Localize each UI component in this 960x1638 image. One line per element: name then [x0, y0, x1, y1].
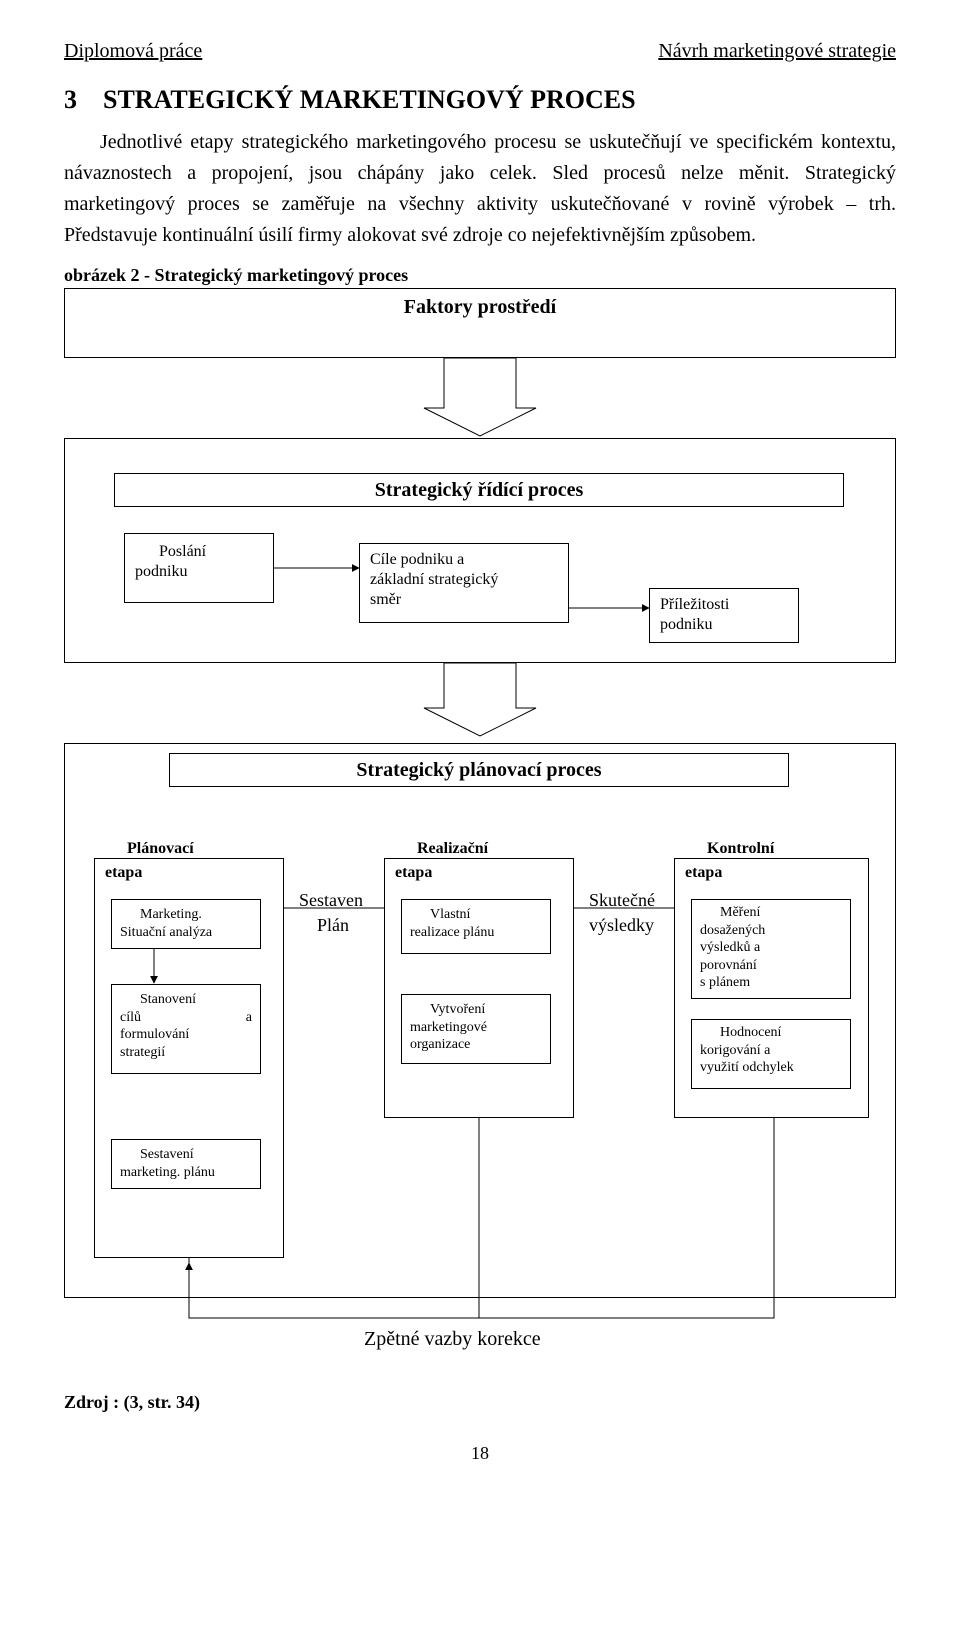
s2b2l1: Vytvoření: [410, 1001, 542, 1019]
stage2-b2: Vytvoření marketingové organizace: [401, 994, 551, 1064]
stage3-sub: etapa: [685, 863, 722, 883]
stage1-box: Plánovací etapa Marketing. Situační anal…: [94, 858, 284, 1258]
factors-label: Faktory prostředí: [65, 295, 895, 320]
midlabel-results: Skutečné výsledky: [589, 888, 655, 938]
factors-box: Faktory prostředí: [64, 288, 896, 358]
stage2-title: Realizační: [417, 839, 488, 859]
s2b1l1: Vlastní: [410, 906, 542, 924]
stage1-sub: etapa: [105, 863, 142, 883]
s3b2l3: využití odchylek: [700, 1059, 842, 1077]
s3b1l2: dosažených: [700, 922, 842, 940]
section-paragraph: Jednotlivé etapy strategického marketing…: [64, 127, 896, 251]
s3b2l1: Hodnocení: [700, 1024, 842, 1042]
feedback-label: Zpětné vazby korekce: [364, 1328, 541, 1351]
p1-box-goals: Cíle podniku a základní strategický směr: [359, 543, 569, 623]
p1-box-mission: Poslání podniku: [124, 533, 274, 603]
stage2-box: Realizační etapa Vlastní realizace plánu…: [384, 858, 574, 1118]
section-number: 3: [64, 85, 77, 114]
figure-caption: obrázek 2 - Strategický marketingový pro…: [64, 265, 896, 286]
s1b2l3: formulování: [120, 1026, 252, 1044]
p1-b1-l2: podniku: [135, 562, 263, 582]
stage2-b1: Vlastní realizace plánu: [401, 899, 551, 954]
section-heading: 3 STRATEGICKÝ MARKETINGOVÝ PROCES: [64, 85, 896, 115]
stage3-b2: Hodnocení korigování a využití odchylek: [691, 1019, 851, 1089]
s3b1l5: s plánem: [700, 974, 842, 992]
s3b1l1: Měření: [700, 904, 842, 922]
midL2: Plán: [299, 913, 363, 938]
p1-b1-l1: Poslání: [135, 542, 263, 562]
s1b2l2: cílů: [120, 1009, 141, 1027]
s3b1l4: porovnání: [700, 957, 842, 975]
midlabel-plan: Sestaven Plán: [299, 888, 363, 938]
s1b2l4: strategií: [120, 1044, 252, 1062]
figure-source: Zdroj : (3, str. 34): [64, 1392, 896, 1413]
p1-b2-l2: základní strategický: [370, 570, 558, 590]
stage1-title: Plánovací: [127, 839, 194, 859]
p1-box-opportunities: Příležitosti podniku: [649, 588, 799, 643]
s1b2l2b: a: [246, 1009, 252, 1027]
s1b1l2: Situační analýza: [120, 924, 252, 942]
p1-b2-l3: směr: [370, 590, 558, 610]
s2b2l3: organizace: [410, 1036, 542, 1054]
header-right: Návrh marketingové strategie: [658, 40, 896, 63]
figure-diagram: Faktory prostředí Strategický řídící pro…: [64, 288, 896, 1388]
p1-b3-l2: podniku: [660, 615, 788, 635]
section-title: STRATEGICKÝ MARKETINGOVÝ PROCES: [103, 85, 636, 114]
s2b1l2: realizace plánu: [410, 924, 542, 942]
s3b1l3: výsledků a: [700, 939, 842, 957]
planproc-titlebar: Strategický plánovací proces: [169, 753, 789, 787]
s1b3l1: Sestavení: [120, 1146, 252, 1164]
p1-b3-l1: Příležitosti: [660, 595, 788, 615]
stage3-box: Kontrolní etapa Měření dosažených výsled…: [674, 858, 869, 1118]
stage1-b1: Marketing. Situační analýza: [111, 899, 261, 949]
stage3-title: Kontrolní: [707, 839, 774, 859]
page-header: Diplomová práce Návrh marketingové strat…: [64, 40, 896, 63]
midR2: výsledky: [589, 913, 655, 938]
page-number: 18: [64, 1443, 896, 1464]
midL1: Sestaven: [299, 888, 363, 913]
process1-titlebar: Strategický řídící proces: [114, 473, 844, 507]
s1b2l1: Stanovení: [120, 991, 252, 1009]
stage2-sub: etapa: [395, 863, 432, 883]
stage3-b1: Měření dosažených výsledků a porovnání s…: [691, 899, 851, 999]
s3b2l2: korigování a: [700, 1042, 842, 1060]
planproc-title: Strategický plánovací proces: [170, 758, 788, 783]
s1b3l2: marketing. plánu: [120, 1164, 252, 1182]
midR1: Skutečné: [589, 888, 655, 913]
p1-b2-l1: Cíle podniku a: [370, 550, 558, 570]
process1-title: Strategický řídící proces: [115, 478, 843, 503]
stage1-b3: Sestavení marketing. plánu: [111, 1139, 261, 1189]
header-left: Diplomová práce: [64, 40, 202, 63]
s2b2l2: marketingové: [410, 1019, 542, 1037]
s1b1l1: Marketing.: [120, 906, 252, 924]
stage1-b2: Stanovení cílů a formulování strategií: [111, 984, 261, 1074]
